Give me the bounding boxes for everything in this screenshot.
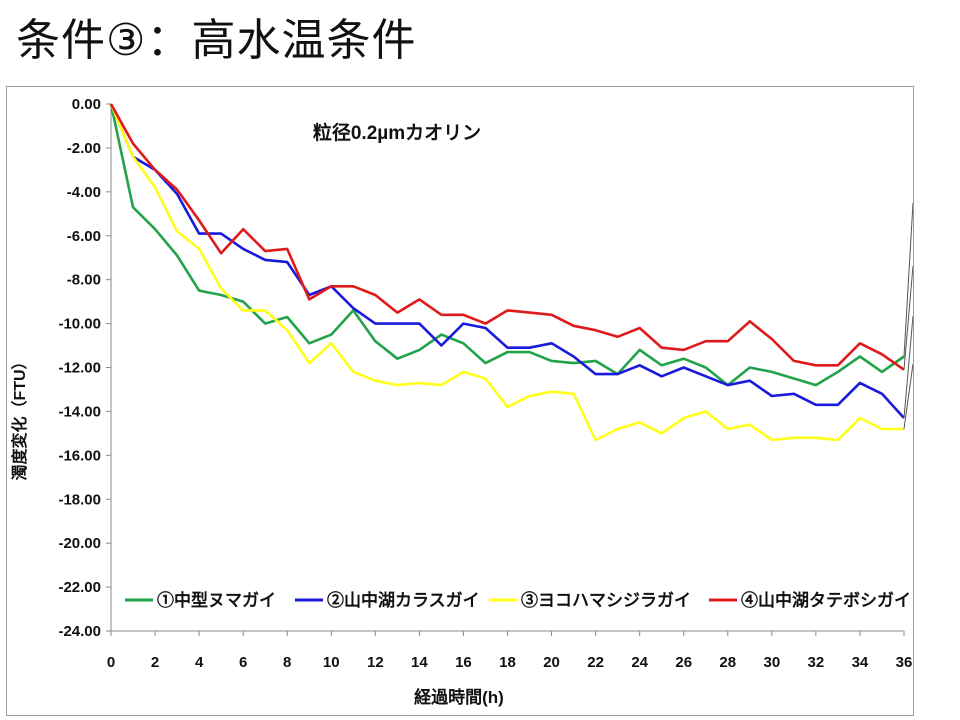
chart-frame: 0.00 -2.00 -4.00 -6.00 -8.00 -10.00 -12.00 -14.… [6, 86, 914, 716]
annotation-leader-line [903, 363, 913, 430]
y-axis-title: 濁度変化（FTU） [10, 353, 29, 480]
y-tick-label: -2.00 [67, 140, 101, 157]
x-tick-label: 12 [367, 654, 384, 671]
x-tick-label: 24 [631, 654, 648, 671]
legend-label-1: ①中型ヌマガイ [157, 590, 276, 610]
x-tick-label: 36 [896, 654, 913, 671]
annotation-leader-line [903, 265, 913, 370]
x-tick-label: 6 [239, 654, 247, 671]
x-tick-label: 16 [455, 654, 472, 671]
x-tick-label: 14 [411, 654, 428, 671]
x-tick-label: 22 [587, 654, 604, 671]
annotation-leader-line [903, 202, 913, 357]
y-tick-label: -4.00 [67, 184, 101, 201]
chart-title: 粒径0.2µmカオリン [313, 121, 481, 144]
series-line-3 [109, 103, 904, 442]
x-tick-label: 28 [719, 654, 736, 671]
y-tick-label: -24.00 [58, 623, 101, 640]
series-line-1 [109, 103, 905, 387]
series-line-2 [109, 103, 905, 419]
x-tick-label: 2 [151, 654, 159, 671]
x-tick-label: 10 [323, 654, 340, 671]
x-tick-label: 34 [852, 654, 869, 671]
y-tick-label: -14.00 [58, 403, 101, 420]
annotation-leader-line [903, 315, 913, 419]
x-tick-label: 32 [808, 654, 825, 671]
y-tick-label: -12.00 [58, 360, 101, 377]
x-tick-label: 8 [283, 654, 291, 671]
x-tick-label: 20 [543, 654, 560, 671]
y-tick-label: 0.00 [72, 96, 101, 113]
x-tick-label: 4 [195, 654, 204, 671]
y-tick-label: -10.00 [58, 316, 101, 333]
x-tick-label: 0 [107, 654, 115, 671]
x-axis-title: 経過時間(h) [414, 687, 504, 707]
slide-title: 条件③：高水温条件 [16, 15, 417, 66]
y-tick-label: -6.00 [67, 228, 101, 245]
y-tick-label: -18.00 [58, 491, 101, 508]
x-tick-label: 30 [763, 654, 780, 671]
y-tick-label: -22.00 [58, 579, 101, 596]
y-tick-label: -8.00 [67, 272, 101, 289]
legend-label-2: ②山中湖カラスガイ [327, 590, 480, 610]
legend-label-4: ④山中湖タテボシガイ [741, 590, 911, 610]
y-tick-label: -20.00 [58, 535, 101, 552]
x-tick-label: 18 [499, 654, 516, 671]
x-tick-label: 26 [675, 654, 692, 671]
turbidity-line-chart: 0.00 -2.00 -4.00 -6.00 -8.00 -10.00 -12.00 -14.… [10, 96, 913, 707]
legend-label-3: ③ヨコハマシジラガイ [521, 590, 691, 610]
y-tick-label: -16.00 [58, 447, 101, 464]
series-line-4 [109, 103, 905, 371]
